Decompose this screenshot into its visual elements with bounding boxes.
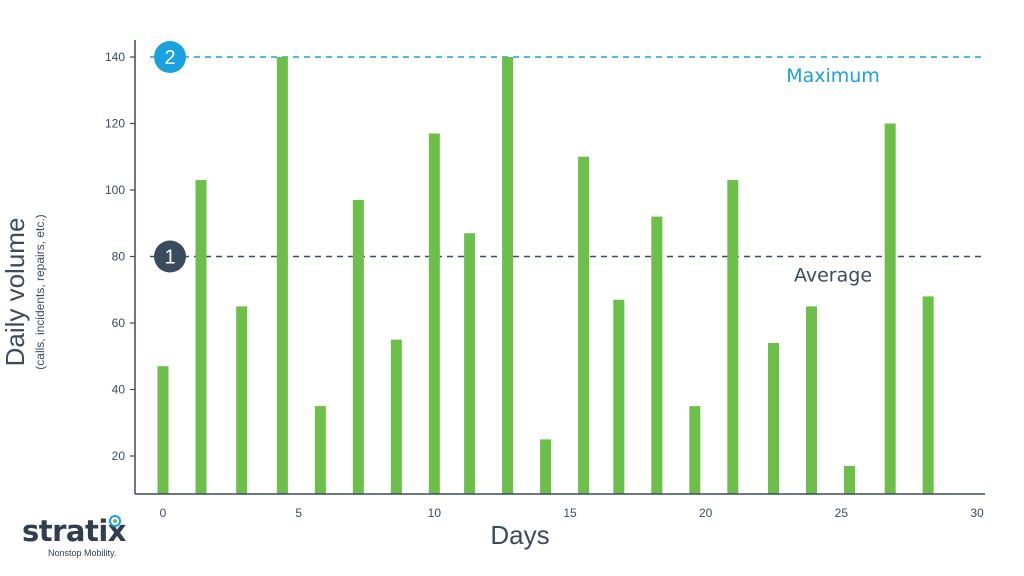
bar [390,339,402,494]
logo-tagline: Nonstop Mobility. [48,548,117,558]
axes: 20 40 60 80 100 120 140 0 5 10 15 20 25 30 [105,40,985,520]
bar [727,180,739,494]
y-axis-label: Daily volume (calls, incidents, repairs,… [0,132,47,452]
x-tick-label: 5 [295,506,302,520]
bar [578,156,590,494]
reference-marker-number: 1 [164,247,175,269]
x-tick-label: 0 [160,506,167,520]
bar [352,199,364,494]
y-axis-title: Daily volume [0,217,30,367]
bar [843,465,855,494]
bar [428,133,440,494]
y-tick-label: 60 [112,316,126,330]
bar [502,57,514,494]
bar [689,406,701,494]
stratix-logo: stratix Nonstop Mobility. [22,515,132,558]
bar [768,342,779,494]
x-tick-label: 15 [563,506,577,520]
x-tick-label: 25 [835,506,849,520]
bar [236,306,248,494]
bar [195,180,207,494]
logo-mark-icon [109,515,121,527]
x-tick-label: 10 [428,506,442,520]
bar [157,366,169,494]
bar [613,299,625,494]
bar [884,123,896,494]
y-tick-label: 100 [105,183,125,197]
bar [314,406,326,494]
x-tick-label: 20 [699,506,713,520]
bar [651,216,663,494]
bar [464,233,476,494]
bar [276,57,288,494]
reference-marker-2 [154,41,186,73]
reference-label-maximum: Maximum [786,65,880,87]
y-tick-label: 120 [105,117,125,131]
x-tick-label: 30 [970,506,984,520]
y-tick-label: 40 [112,383,126,397]
reference-marker-number: 2 [164,47,175,69]
reference-label-average: Average [794,265,872,287]
y-axis-subtitle: (calls, incidents, repairs, etc.) [33,214,47,370]
y-tick-label: 20 [112,449,126,463]
bar [540,439,552,494]
bar [805,306,817,494]
x-axis-title: Days [490,520,550,550]
y-tick-label: 80 [112,250,126,264]
reference-marker-1 [154,240,186,273]
bar [922,296,934,494]
reference-lines: 1 Average 2 Maximum [150,41,985,287]
bars [157,57,934,494]
y-tick-label: 140 [105,50,125,64]
